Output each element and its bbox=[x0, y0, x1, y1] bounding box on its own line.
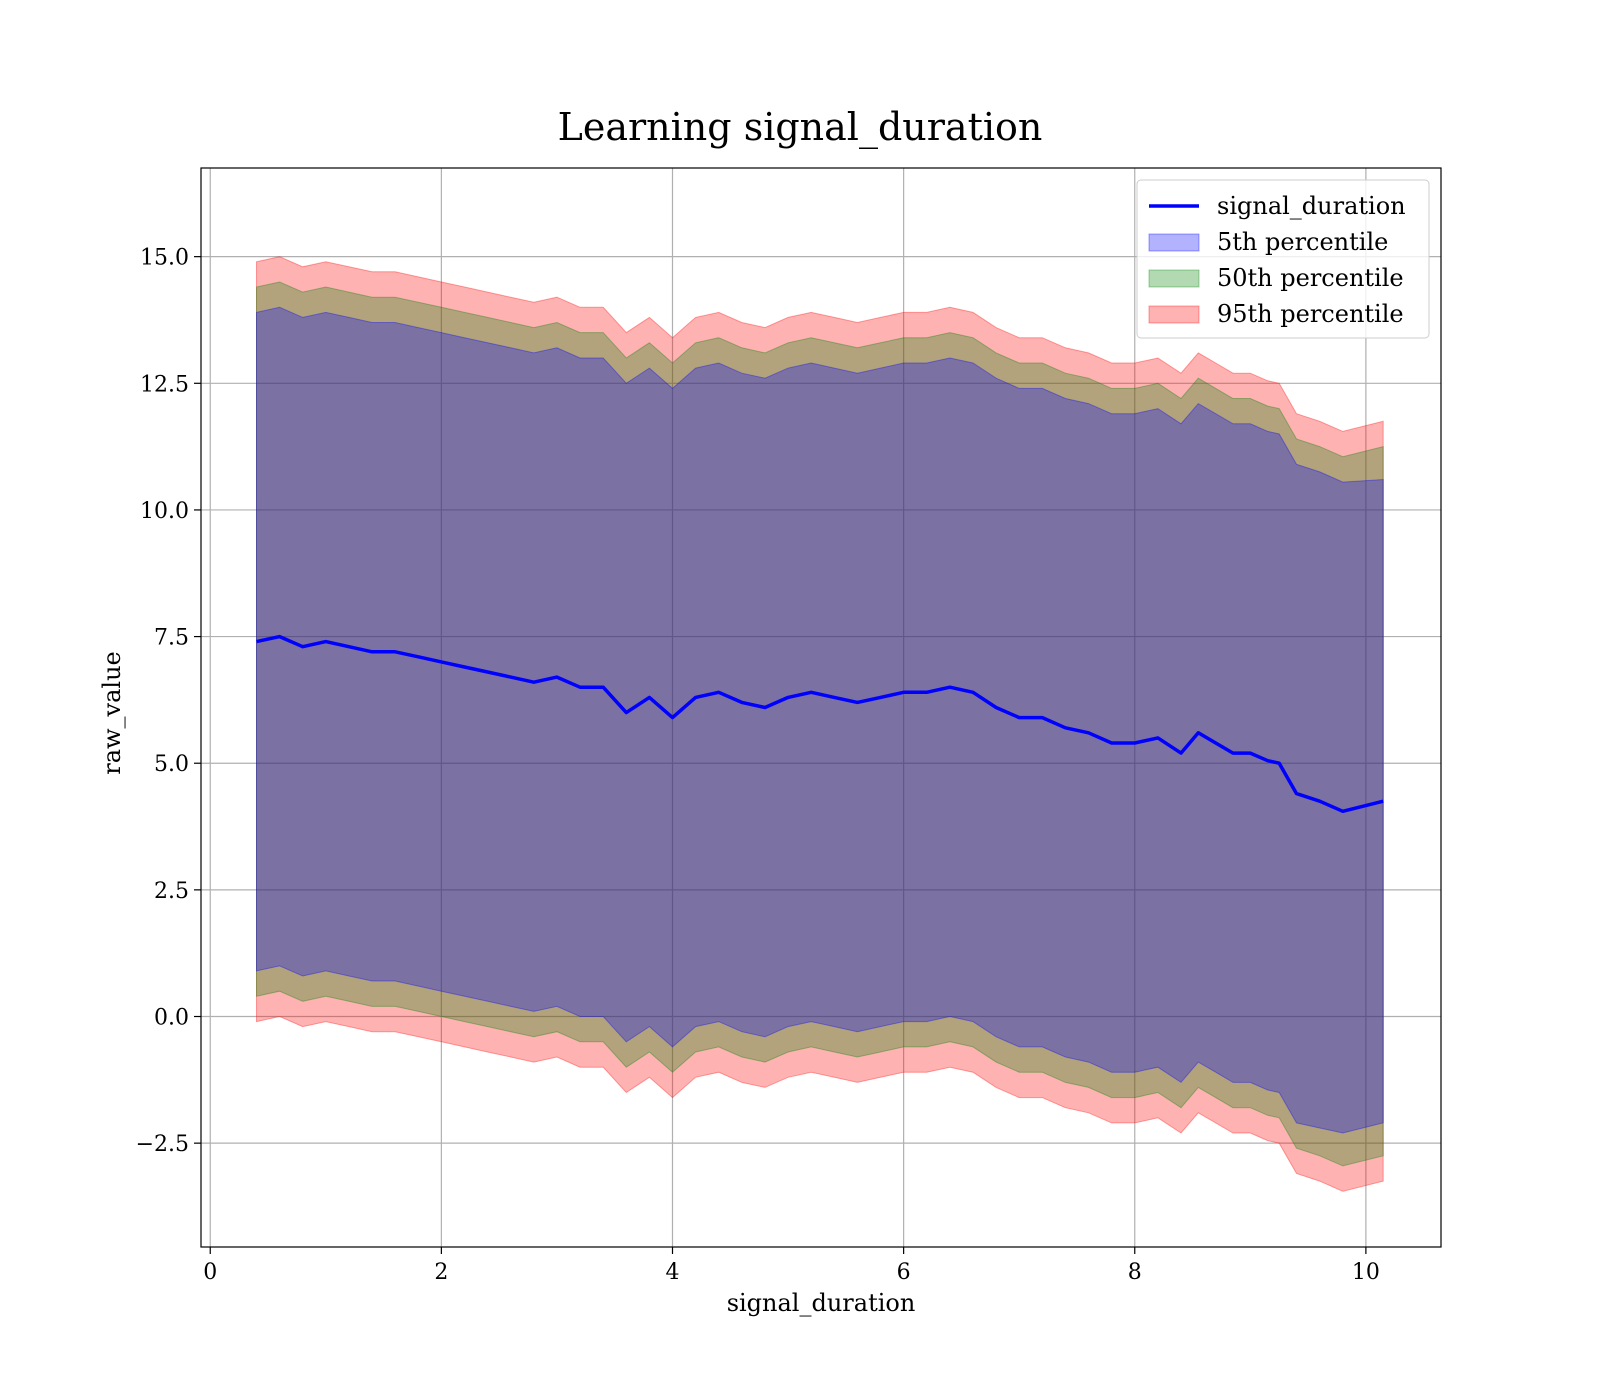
y-tick-label: 10.0 bbox=[140, 499, 189, 524]
legend-swatch bbox=[1148, 305, 1200, 324]
x-tick-label: 2 bbox=[434, 1260, 448, 1285]
x-tick-label: 6 bbox=[897, 1260, 911, 1285]
series-line-signal_duration bbox=[256, 634, 1384, 814]
y-tick-label: 7.5 bbox=[154, 626, 189, 651]
legend-label: 95th percentile bbox=[1217, 300, 1404, 328]
x-tick-label: 4 bbox=[666, 1260, 680, 1285]
legend: signal_duration 5th percentile 50th percen… bbox=[1136, 179, 1430, 339]
legend-swatch bbox=[1148, 233, 1200, 252]
band-50th-percentile bbox=[256, 281, 1384, 1167]
chart-title: Learning signal_duration bbox=[558, 105, 1043, 150]
legend-label: 50th percentile bbox=[1217, 264, 1404, 292]
y-tick-label: −2.5 bbox=[136, 1132, 189, 1157]
y-tick-label: 12.5 bbox=[140, 372, 189, 397]
legend-swatch bbox=[1148, 269, 1200, 288]
axis-ticks: 0 2 4 6 8 10 −2.5 0.0 2.5 5.0 7.5 10.0 12.5 15.0 bbox=[136, 246, 1380, 1285]
x-tick-label: 8 bbox=[1128, 1260, 1142, 1285]
y-axis-label: raw_value bbox=[98, 651, 126, 775]
y-tick-label: 15.0 bbox=[140, 246, 189, 271]
y-tick-label: 5.0 bbox=[154, 752, 189, 777]
band-5th-percentile bbox=[256, 306, 1384, 1134]
grid bbox=[201, 168, 1441, 1247]
legend-box bbox=[1136, 179, 1430, 339]
legend-label: 5th percentile bbox=[1217, 228, 1388, 256]
y-tick-label: 2.5 bbox=[154, 879, 189, 904]
band-95th-percentile bbox=[256, 256, 1384, 1192]
series-lines bbox=[256, 634, 1384, 814]
x-tick-label: 0 bbox=[203, 1260, 217, 1285]
plot-frame bbox=[200, 167, 1442, 1248]
y-tick-label: 0.0 bbox=[154, 1006, 189, 1031]
legend-label: signal_duration bbox=[1217, 192, 1406, 220]
x-tick-label: 10 bbox=[1352, 1260, 1380, 1285]
percentile-bands bbox=[256, 256, 1384, 1192]
x-axis-label: signal_duration bbox=[727, 1289, 916, 1317]
